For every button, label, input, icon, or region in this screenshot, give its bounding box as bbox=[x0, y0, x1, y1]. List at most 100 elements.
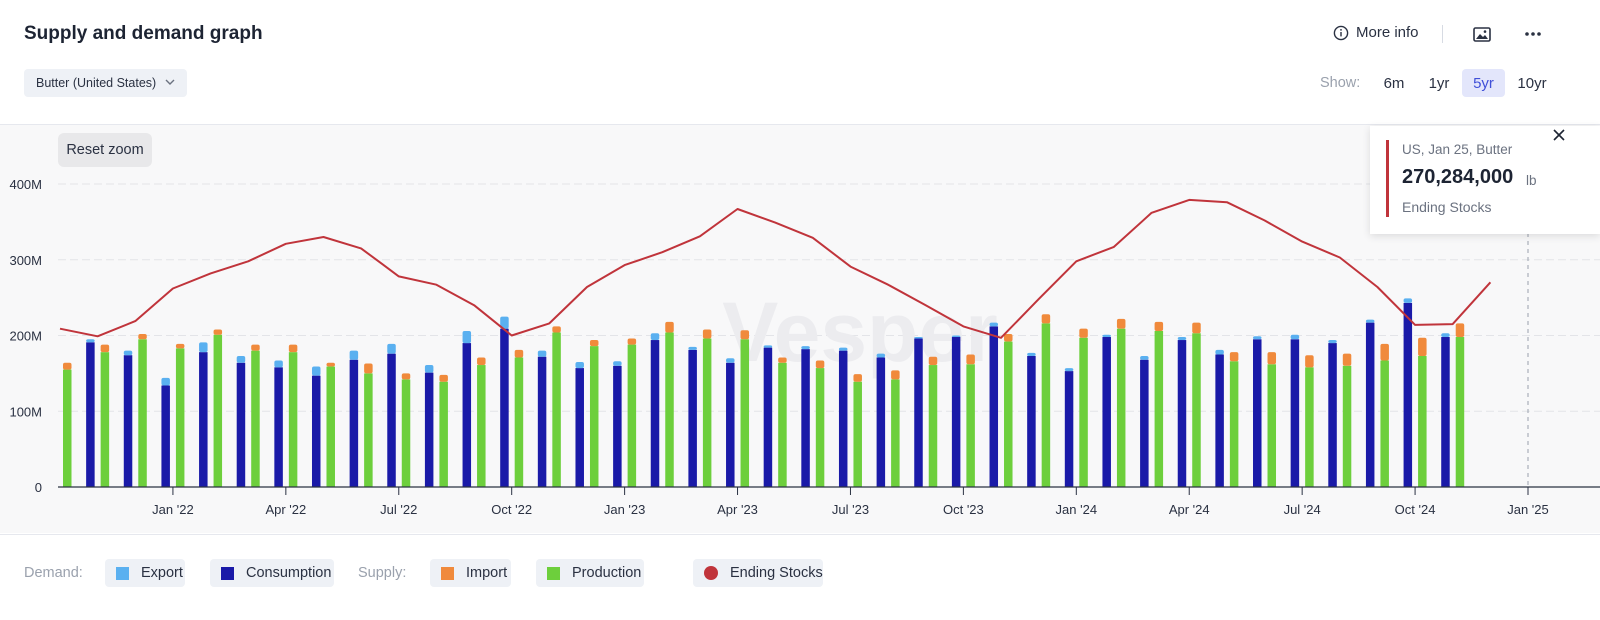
import-bar bbox=[1380, 343, 1389, 361]
legend-swatch-export bbox=[116, 566, 129, 580]
range-6m-button[interactable]: 6m bbox=[1383, 74, 1405, 92]
import-bar bbox=[589, 340, 599, 347]
export-bar bbox=[424, 365, 434, 373]
import-bar bbox=[1229, 352, 1239, 362]
consumption-bar bbox=[650, 340, 660, 487]
export-bar bbox=[236, 355, 246, 363]
legend-item-ending-stocks[interactable]: Ending Stocks bbox=[693, 559, 823, 587]
export-bar bbox=[726, 358, 735, 363]
production-bar bbox=[1004, 341, 1013, 487]
export-bar bbox=[989, 322, 999, 327]
import-bar bbox=[740, 330, 750, 340]
production-bar bbox=[702, 338, 712, 487]
export-bar bbox=[1441, 333, 1450, 338]
production-bar bbox=[778, 362, 787, 487]
production-bar bbox=[1192, 333, 1201, 487]
production-bar bbox=[213, 334, 223, 487]
export-bar bbox=[86, 339, 95, 343]
ending-stocks-line[interactable] bbox=[59, 198, 1492, 339]
consumption-bar bbox=[86, 342, 95, 487]
x-tick-label: Jul '22 bbox=[380, 502, 417, 517]
legend-label-export: Export bbox=[141, 565, 183, 581]
consumption-bar bbox=[1365, 322, 1375, 487]
import-bar bbox=[439, 374, 448, 382]
legend-item-consumption[interactable]: Consumption bbox=[210, 559, 334, 587]
consumption-bar bbox=[349, 359, 359, 487]
export-bar bbox=[1365, 319, 1375, 323]
import-bar bbox=[251, 344, 260, 351]
production-bar bbox=[815, 368, 825, 487]
export-bar bbox=[537, 350, 547, 357]
production-bar bbox=[740, 339, 750, 487]
export-bar bbox=[688, 346, 697, 350]
production-bar bbox=[514, 357, 524, 487]
import-bar bbox=[1305, 355, 1314, 368]
export-bar bbox=[349, 350, 359, 360]
production-bar bbox=[1116, 328, 1126, 487]
import-bar bbox=[627, 338, 637, 345]
consumption-bar bbox=[123, 355, 133, 487]
consumption-bar bbox=[801, 349, 810, 487]
import-bar bbox=[514, 349, 524, 358]
legend-swatch-import bbox=[441, 566, 454, 580]
consumption-bar bbox=[1140, 359, 1149, 487]
consumption-bar bbox=[1403, 302, 1413, 487]
range-10yr-button[interactable]: 10yr bbox=[1517, 74, 1547, 92]
production-bar bbox=[100, 352, 110, 487]
production-bar bbox=[288, 352, 298, 487]
legend-swatch-ending-stocks bbox=[704, 566, 718, 580]
range-5yr-button[interactable]: 5yr bbox=[1462, 69, 1505, 97]
import-bar bbox=[63, 362, 72, 370]
production-bar bbox=[364, 373, 373, 487]
tooltip-value: 270,284,000 bbox=[1402, 166, 1514, 188]
export-bar bbox=[1177, 337, 1187, 341]
consumption-bar bbox=[387, 353, 396, 487]
legend-swatch-production bbox=[547, 566, 560, 580]
export-bar bbox=[801, 346, 810, 350]
legend-item-export[interactable]: Export bbox=[105, 559, 185, 587]
production-bar bbox=[966, 364, 975, 487]
x-tick-label: Apr '22 bbox=[265, 502, 306, 517]
more-options-icon[interactable] bbox=[1521, 23, 1545, 45]
reset-zoom-button[interactable]: Reset zoom bbox=[58, 133, 152, 167]
export-bar bbox=[1027, 352, 1036, 356]
import-bar bbox=[1154, 321, 1164, 331]
production-bar bbox=[175, 348, 185, 487]
production-bar bbox=[665, 332, 674, 487]
chart-area[interactable]: 0 100M 200M 300M 400M Vesper Jan '22 Apr '22 J… bbox=[0, 125, 1600, 533]
import-bar bbox=[175, 343, 185, 349]
product-dropdown[interactable]: Butter (United States) bbox=[24, 69, 187, 97]
consumption-bar bbox=[1441, 337, 1450, 487]
import-bar bbox=[891, 370, 900, 380]
header-bar: Supply and demand graph Butter (United S… bbox=[0, 0, 1600, 125]
close-icon[interactable] bbox=[1552, 128, 1566, 142]
consumption-bar bbox=[500, 328, 509, 487]
export-bar bbox=[575, 362, 584, 369]
range-1yr-button[interactable]: 1yr bbox=[1428, 74, 1450, 92]
import-bar bbox=[1418, 337, 1427, 356]
consumption-bar bbox=[914, 338, 923, 487]
production-bar bbox=[1305, 367, 1314, 487]
production-bar bbox=[891, 379, 900, 487]
x-tick-label: Jan '25 bbox=[1507, 502, 1549, 517]
legend-item-production[interactable]: Production bbox=[536, 559, 644, 587]
import-bar bbox=[778, 357, 787, 363]
image-export-icon[interactable] bbox=[1471, 23, 1493, 45]
more-info-button[interactable]: More info bbox=[1333, 24, 1419, 41]
x-tick-label: Apr '24 bbox=[1169, 502, 1210, 517]
production-bar bbox=[477, 365, 486, 487]
export-bar bbox=[500, 316, 509, 329]
consumption-bar bbox=[838, 350, 848, 487]
legend-item-import[interactable]: Import bbox=[430, 559, 511, 587]
consumption-bar bbox=[1102, 337, 1111, 487]
production-bar bbox=[1267, 364, 1277, 487]
x-tick-label: Oct '23 bbox=[943, 502, 984, 517]
legend-label-import: Import bbox=[466, 565, 508, 581]
legend-label-consumption: Consumption bbox=[246, 565, 332, 581]
consumption-bar bbox=[989, 326, 999, 487]
export-bar bbox=[311, 366, 321, 376]
data-tooltip: US, Jan 25, Butter 270,284,000 lb Ending… bbox=[1370, 126, 1600, 234]
production-bar bbox=[928, 365, 938, 487]
production-bar bbox=[1380, 360, 1389, 487]
